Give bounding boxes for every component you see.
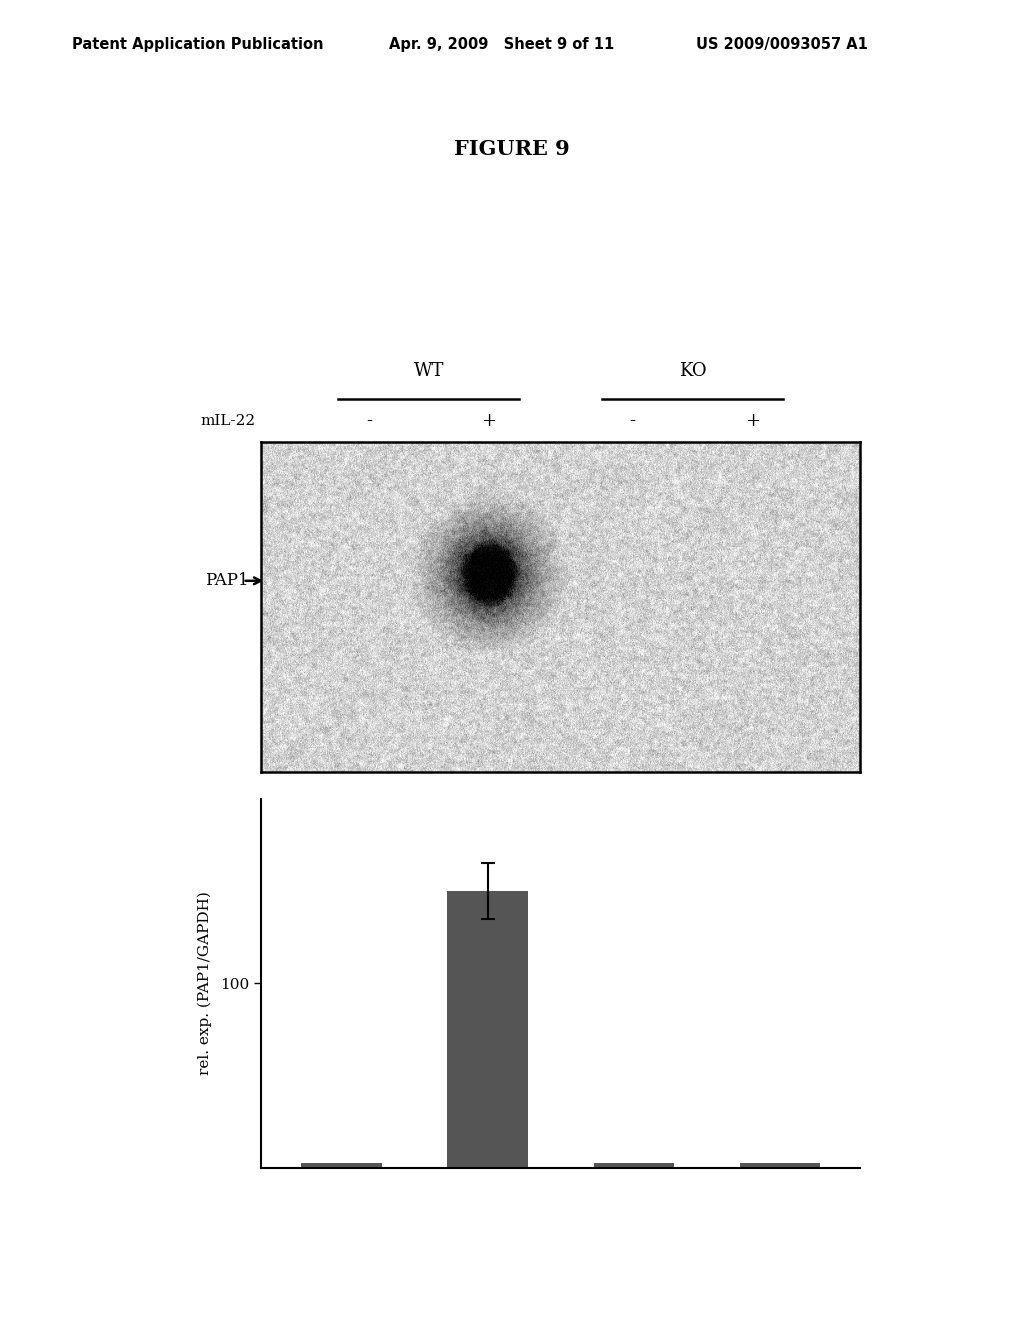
Bar xyxy=(594,1163,674,1168)
Y-axis label: rel. exp. (PAP1/GAPDH): rel. exp. (PAP1/GAPDH) xyxy=(198,891,212,1076)
Text: +: + xyxy=(481,412,497,430)
Bar xyxy=(739,1163,820,1168)
Text: -: - xyxy=(630,412,636,430)
Text: US 2009/0093057 A1: US 2009/0093057 A1 xyxy=(696,37,868,51)
Text: KO: KO xyxy=(679,362,707,380)
Text: Patent Application Publication: Patent Application Publication xyxy=(72,37,324,51)
Text: PAP1: PAP1 xyxy=(205,573,249,589)
Bar xyxy=(447,891,527,1168)
Text: mIL-22: mIL-22 xyxy=(201,414,256,428)
Text: WT: WT xyxy=(414,362,444,380)
Text: -: - xyxy=(366,412,372,430)
Text: +: + xyxy=(744,412,760,430)
Bar xyxy=(301,1163,382,1168)
Text: FIGURE 9: FIGURE 9 xyxy=(454,139,570,158)
Text: Apr. 9, 2009   Sheet 9 of 11: Apr. 9, 2009 Sheet 9 of 11 xyxy=(389,37,614,51)
